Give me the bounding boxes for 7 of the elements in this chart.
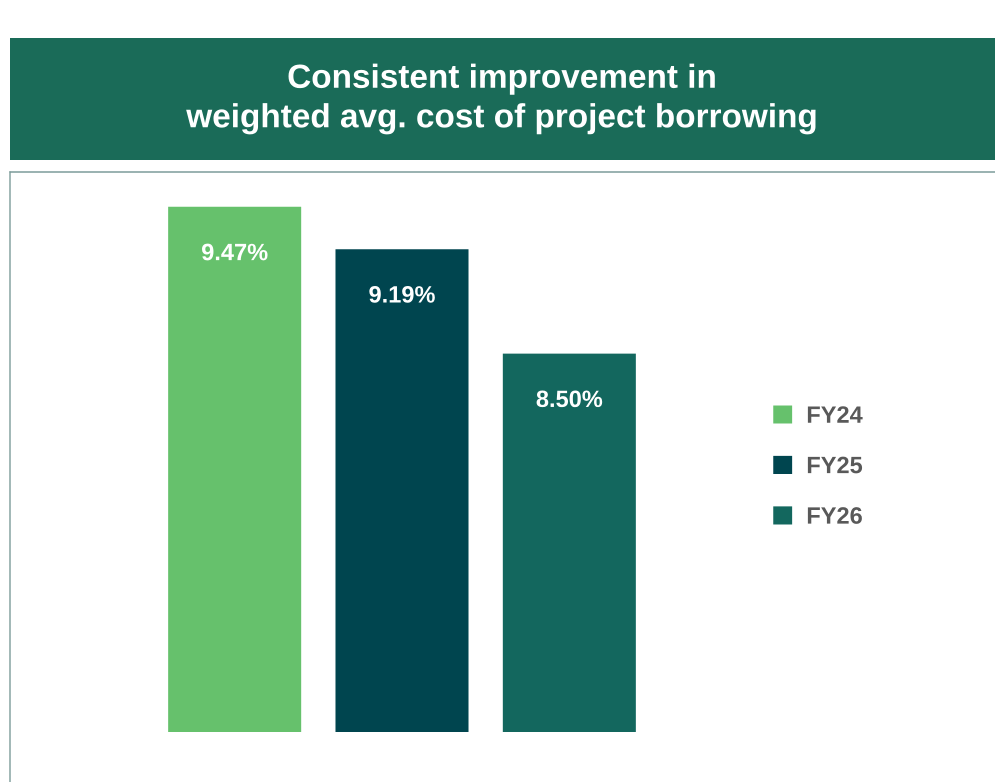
data-label: 8.50% [536,390,602,408]
legend-label: FY26 [808,507,862,524]
legend-label: FY24 [808,406,863,423]
data-label: 9.47% [202,244,268,260]
legend-label: FY25 [808,456,862,474]
chart-title: Consistent improvement in weighted avg. cost of project borrowing [186,64,816,134]
data-label: 9.19% [369,286,435,303]
